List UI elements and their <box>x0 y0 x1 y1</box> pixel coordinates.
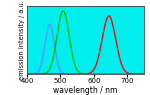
X-axis label: wavelength / nm: wavelength / nm <box>53 86 118 95</box>
Y-axis label: emission intensity / a.u.: emission intensity / a.u. <box>19 0 25 80</box>
